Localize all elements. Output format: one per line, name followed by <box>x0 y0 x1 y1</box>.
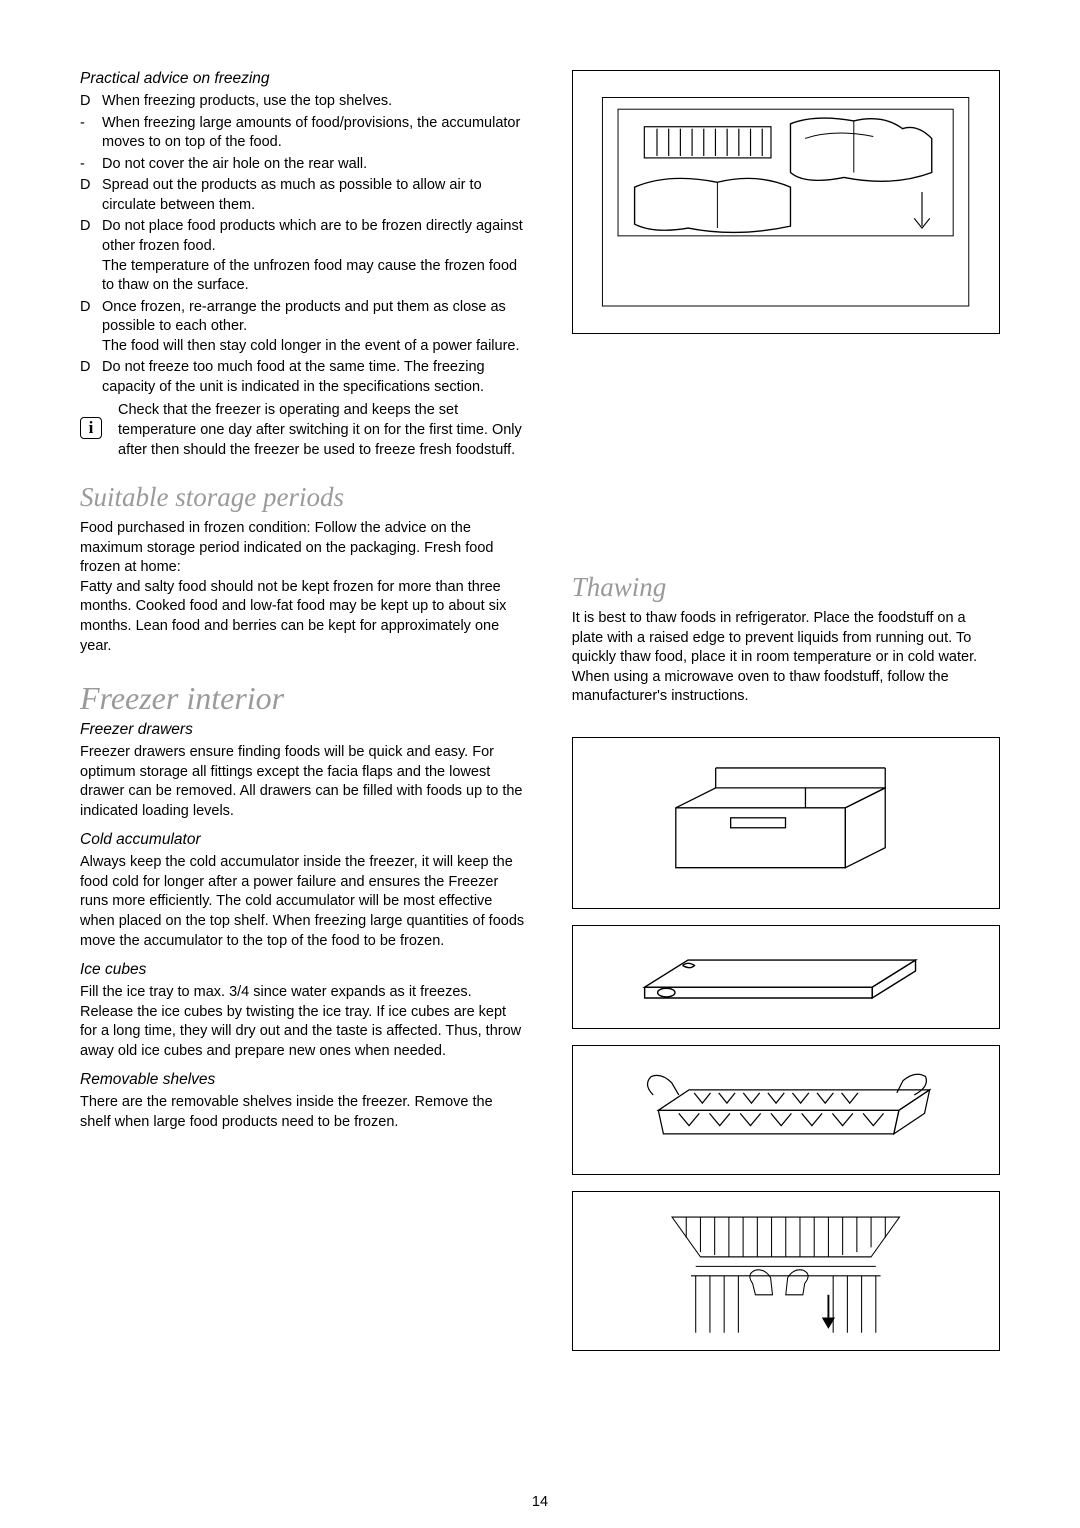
removable-shelves-body: There are the removable shelves inside t… <box>80 1093 526 1132</box>
thawing-heading: Thawing <box>572 572 1000 603</box>
bullet-text: Do not place food products which are to … <box>102 217 526 295</box>
bullet-item: D Once frozen, re-arrange the products a… <box>80 298 526 357</box>
page-number: 14 <box>0 1494 1080 1510</box>
bullet-mark: - <box>80 155 102 175</box>
bullet-mark: D <box>80 298 102 357</box>
practical-advice-heading: Practical advice on freezing <box>80 70 526 88</box>
bullet-mark: D <box>80 176 102 215</box>
freezer-shelf-illustration <box>572 70 1000 334</box>
bullet-mark: - <box>80 114 102 153</box>
removable-shelves-subhead: Removable shelves <box>80 1071 526 1089</box>
ice-cubes-subhead: Ice cubes <box>80 961 526 979</box>
bullet-mark: D <box>80 92 102 112</box>
info-icon: i <box>80 417 102 439</box>
info-icon-wrap: i <box>80 401 118 439</box>
storage-periods-heading: Suitable storage periods <box>80 482 526 513</box>
info-note-row: i Check that the freezer is operating an… <box>80 401 526 460</box>
info-note-text: Check that the freezer is operating and … <box>118 401 526 460</box>
cold-accumulator-subhead: Cold accumulator <box>80 831 526 849</box>
bullet-mark: D <box>80 358 102 397</box>
bullet-text: When freezing products, use the top shel… <box>102 92 526 112</box>
removable-shelves-illustration <box>572 1191 1000 1351</box>
bullet-item: D Do not place food products which are t… <box>80 217 526 295</box>
bullet-item: - Do not cover the air hole on the rear … <box>80 155 526 175</box>
ice-tray-illustration <box>572 1045 1000 1175</box>
bullet-item: D Spread out the products as much as pos… <box>80 176 526 215</box>
freezer-drawers-body: Freezer drawers ensure finding foods wil… <box>80 743 526 821</box>
bullet-mark: D <box>80 217 102 295</box>
freezer-drawer-illustration <box>572 737 1000 909</box>
cold-accumulator-illustration <box>572 925 1000 1029</box>
bullet-line: Once frozen, re-arrange the products and… <box>102 299 506 335</box>
bullet-line: The temperature of the unfrozen food may… <box>102 258 517 294</box>
bullet-item: D Do not freeze too much food at the sam… <box>80 358 526 397</box>
freezer-interior-heading: Freezer interior <box>80 680 526 717</box>
practical-bullet-list: D When freezing products, use the top sh… <box>80 92 526 397</box>
freezer-drawers-subhead: Freezer drawers <box>80 721 526 739</box>
thawing-body: It is best to thaw foods in refrigerator… <box>572 609 1000 707</box>
bullet-item: - When freezing large amounts of food/pr… <box>80 114 526 153</box>
storage-periods-body: Food purchased in frozen condition: Foll… <box>80 519 526 656</box>
ice-cubes-body: Fill the ice tray to max. 3/4 since wate… <box>80 983 526 1061</box>
bullet-text: Once frozen, re-arrange the products and… <box>102 298 526 357</box>
bullet-item: D When freezing products, use the top sh… <box>80 92 526 112</box>
bullet-text: When freezing large amounts of food/prov… <box>102 114 526 153</box>
right-column: Thawing It is best to thaw foods in refr… <box>572 70 1000 1351</box>
bullet-text: Do not freeze too much food at the same … <box>102 358 526 397</box>
bullet-text: Do not cover the air hole on the rear wa… <box>102 155 526 175</box>
bullet-text: Spread out the products as much as possi… <box>102 176 526 215</box>
left-column: Practical advice on freezing D When free… <box>80 70 526 1351</box>
cold-accumulator-body: Always keep the cold accumulator inside … <box>80 853 526 951</box>
bullet-line: The food will then stay cold longer in t… <box>102 338 520 354</box>
bullet-line: Do not place food products which are to … <box>102 218 523 254</box>
